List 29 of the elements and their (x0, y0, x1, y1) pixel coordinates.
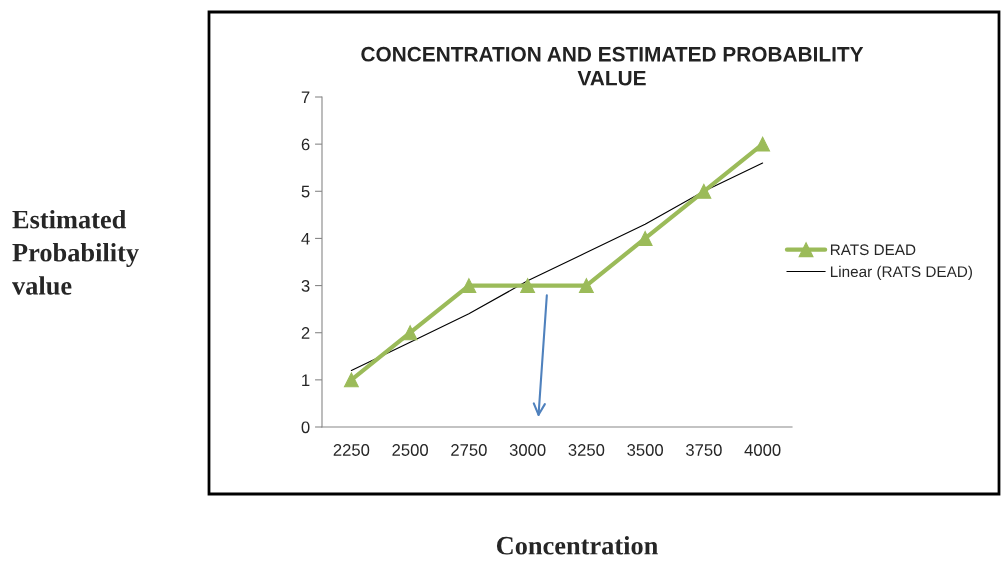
x-tick-label: 2500 (392, 444, 429, 456)
chart-title: CONCENTRATION AND ESTIMATED PROBABILITY VALUE (361, 46, 864, 86)
y-tick-label: 4 (301, 233, 310, 245)
point (461, 278, 477, 294)
x-tick-label: 2250 (333, 444, 370, 456)
legend-label: RATS DEAD (830, 244, 916, 256)
y-tick-label: 0 (301, 421, 310, 434)
text: Estimated Probability value (12, 209, 139, 295)
y-tick-label: 7 (301, 91, 310, 104)
y-tick-label: 2 (301, 327, 310, 339)
x-tick-label: 3000 (509, 444, 546, 456)
point (755, 136, 771, 152)
point (402, 325, 418, 341)
x-tick-label: 3750 (685, 444, 722, 456)
x-axis-title: Concentration (496, 536, 658, 555)
x-tick-label: 3500 (627, 444, 664, 456)
x-tick-label: 2750 (451, 444, 487, 456)
y-tick-label: 5 (301, 185, 310, 198)
x-tick-label: 3250 (568, 444, 605, 456)
y-tick-label: 6 (301, 138, 310, 151)
point (578, 278, 594, 294)
point (520, 278, 536, 294)
y-tick-label: 3 (301, 279, 310, 292)
x-tick-label: 4000 (744, 444, 781, 456)
point (637, 230, 653, 246)
y-tick-label: 1 (302, 374, 310, 386)
point (696, 183, 712, 199)
legend-label: Linear (RATS DEAD) (830, 265, 972, 281)
point (343, 372, 359, 388)
